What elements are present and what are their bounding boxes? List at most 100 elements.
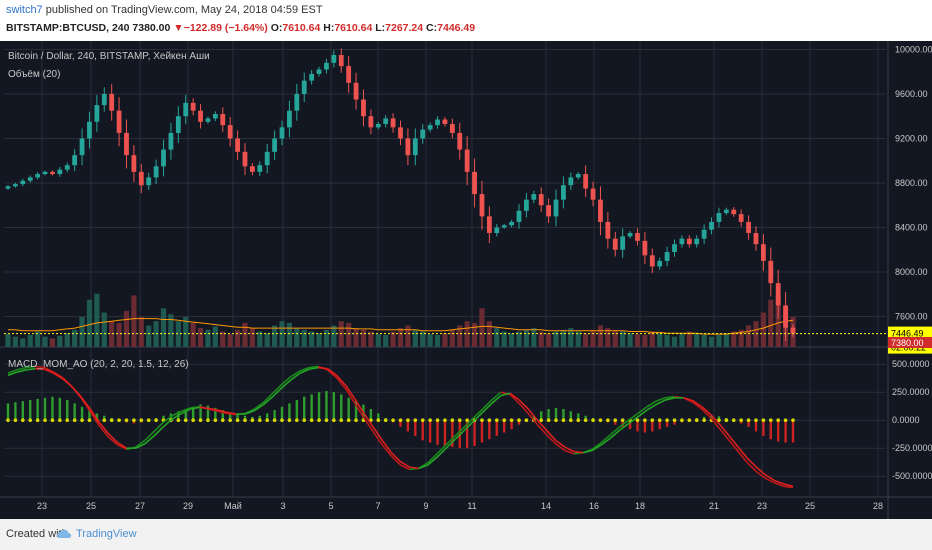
macd-line-segment: [609, 426, 621, 436]
macd-histogram-bar: [162, 415, 165, 421]
macd-line-segment: [345, 385, 356, 400]
macd-line-segment: [390, 452, 402, 463]
volume-bar: [560, 329, 567, 347]
author-link[interactable]: switch7: [6, 4, 43, 16]
volume-tag-bg: [888, 337, 932, 348]
candle-body: [479, 194, 485, 217]
macd-histogram-bar: [717, 416, 721, 421]
volume-bar: [434, 334, 441, 347]
macd-histogram-bar: [636, 420, 639, 432]
time-tick-label: 11: [467, 501, 476, 511]
zero-dot: [80, 418, 84, 423]
zero-dot: [539, 418, 544, 423]
macd-line-segment: [217, 409, 228, 414]
candle-body: [435, 119, 440, 126]
candle-body: [294, 93, 300, 111]
zero-dot: [724, 418, 729, 423]
macd-line-segment: [637, 409, 648, 418]
candle-body: [427, 125, 433, 130]
tradingview-cloud-icon: [57, 529, 72, 538]
zero-dot: [613, 418, 618, 423]
volume-ma-line: [8, 318, 794, 335]
macd-line-segment: [171, 410, 182, 417]
candle-body: [220, 113, 226, 126]
zero-dot: [657, 418, 662, 423]
candle-body: [709, 221, 714, 230]
zero-dot: [117, 418, 121, 423]
macd-line-segment: [336, 374, 347, 387]
volume-bar: [375, 334, 381, 347]
volume-bar: [146, 325, 152, 347]
macd-line-segment: [491, 391, 502, 401]
macd-histogram-bar: [332, 392, 336, 421]
zero-dot: [583, 418, 588, 423]
zero-dot: [280, 418, 284, 423]
candle-body: [361, 99, 366, 117]
candle-body: [109, 93, 115, 111]
macd-histogram-bar: [628, 420, 632, 430]
macd-histogram-bar: [651, 420, 654, 432]
volume-bar: [531, 328, 537, 347]
candle-body: [635, 233, 640, 241]
candle-body: [746, 221, 751, 234]
volume-bar: [671, 336, 678, 347]
candle-body: [531, 194, 537, 200]
candle-body: [183, 102, 189, 117]
macd-line-segment: [692, 401, 703, 410]
candle-body: [686, 238, 692, 245]
zero-dot: [687, 418, 692, 423]
volume-bar: [138, 316, 144, 347]
macd-line-segment: [536, 424, 548, 436]
macd-tick-label: 250.0000: [892, 387, 930, 397]
volume-bar: [575, 331, 581, 347]
zero-dot: [428, 418, 432, 423]
macd-line-segment: [482, 402, 493, 413]
macd-histogram-bar: [776, 420, 780, 442]
macd-histogram-bar: [747, 420, 750, 427]
macd-histogram-bar: [199, 404, 202, 421]
macd-histogram-bar: [340, 394, 343, 421]
current-price-label: 7446.49: [891, 329, 924, 339]
volume-bar: [160, 308, 167, 347]
zero-dot: [754, 418, 758, 423]
macd-histogram-bar: [791, 420, 795, 443]
macd-line-segment: [309, 366, 319, 371]
macd-histogram-bar: [784, 420, 787, 443]
macd-line-segment: [345, 388, 356, 404]
macd-line-segment: [418, 464, 429, 470]
candle-body: [561, 185, 566, 200]
macd-line-segment: [655, 399, 666, 406]
macd-histogram-bar: [66, 400, 69, 421]
macd-histogram-bar: [488, 420, 491, 440]
volume-bar: [427, 334, 433, 347]
high-label: H:: [323, 22, 335, 34]
macd-histogram-bar: [317, 392, 321, 421]
publish-header: switch7 published on TradingView.com, Ma…: [6, 4, 323, 16]
candle-body: [553, 199, 559, 217]
zero-dot: [250, 418, 255, 423]
volume-bar: [323, 329, 330, 347]
zero-dot: [731, 418, 736, 423]
zero-dot: [635, 418, 640, 423]
macd-line-segment: [573, 450, 584, 454]
volume-bar: [86, 299, 93, 347]
zero-dot: [317, 418, 321, 423]
chart-svg[interactable]: 10000.00 9600.00 9200.00 8800.00 8400.00 8000…: [0, 41, 932, 519]
macd-histogram-bar: [443, 420, 447, 446]
macd-line-segment: [719, 424, 730, 437]
time-tick-label: 23: [37, 501, 47, 511]
tradingview-link[interactable]: TradingView: [76, 528, 137, 540]
volume-bar: [12, 336, 19, 347]
chart-area[interactable]: 10000.00 9600.00 9200.00 8800.00 8400.00 8000…: [0, 41, 932, 519]
zero-dot: [228, 418, 232, 423]
time-tick-label: 5: [328, 501, 333, 511]
zero-dot: [465, 418, 469, 423]
macd-histogram-bar: [43, 397, 47, 421]
zero-dot: [346, 418, 351, 423]
macd-line-segment: [400, 464, 410, 471]
macd-histogram-bar: [221, 410, 224, 421]
macd-line-segment: [290, 370, 301, 378]
macd-line-segment: [646, 400, 657, 408]
zero-dot: [220, 418, 225, 423]
candle-body: [279, 127, 285, 139]
